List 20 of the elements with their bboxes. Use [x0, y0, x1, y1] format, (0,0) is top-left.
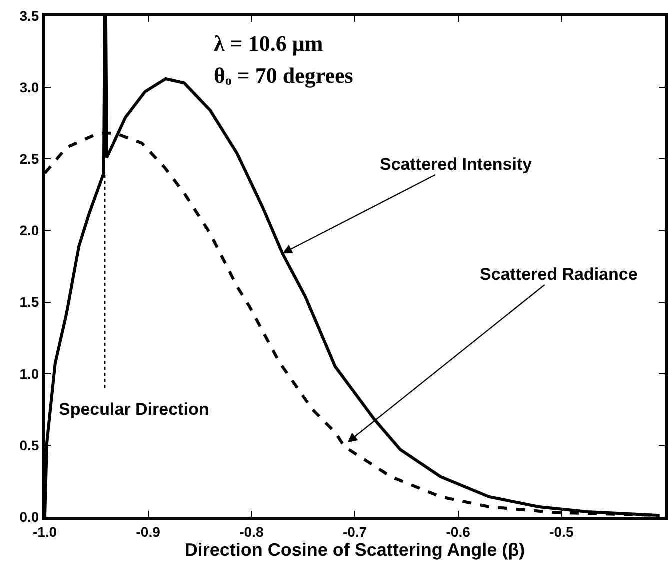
x-tick-label: -0.6: [446, 524, 471, 540]
x-tick-label: -0.7: [342, 524, 368, 540]
x-tick-label: -0.5: [550, 524, 574, 540]
x-tick-label: -0.9: [136, 524, 161, 540]
annotation: Scattered Radiance: [480, 265, 638, 284]
annotation: λ = 10.6 μm: [214, 31, 324, 56]
y-tick-label: 2.0: [20, 222, 40, 239]
y-tick-label: 0.0: [20, 508, 40, 525]
annotation: Specular Direction: [59, 400, 210, 419]
y-tick-label: 2.5: [20, 151, 40, 168]
y-tick-label: 1.0: [20, 366, 40, 382]
x-axis-title: Direction Cosine of Scattering Angle (β): [184, 540, 526, 560]
y-tick-label: 1.5: [20, 294, 40, 310]
y-tick-label: 0.5: [20, 437, 40, 454]
x-tick-label: -1.0: [32, 524, 58, 540]
y-tick-label: 3.0: [20, 79, 40, 96]
annotation: θₒ = 70 degrees: [214, 63, 354, 88]
annotation: Scattered Intensity: [380, 155, 533, 174]
x-tick-label: -0.8: [240, 524, 264, 540]
y-tick-label: 3.5: [20, 8, 40, 24]
